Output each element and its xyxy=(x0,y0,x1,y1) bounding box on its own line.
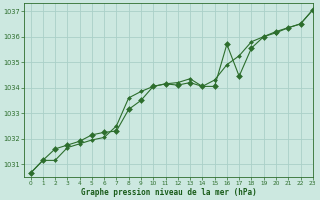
X-axis label: Graphe pression niveau de la mer (hPa): Graphe pression niveau de la mer (hPa) xyxy=(81,188,256,197)
